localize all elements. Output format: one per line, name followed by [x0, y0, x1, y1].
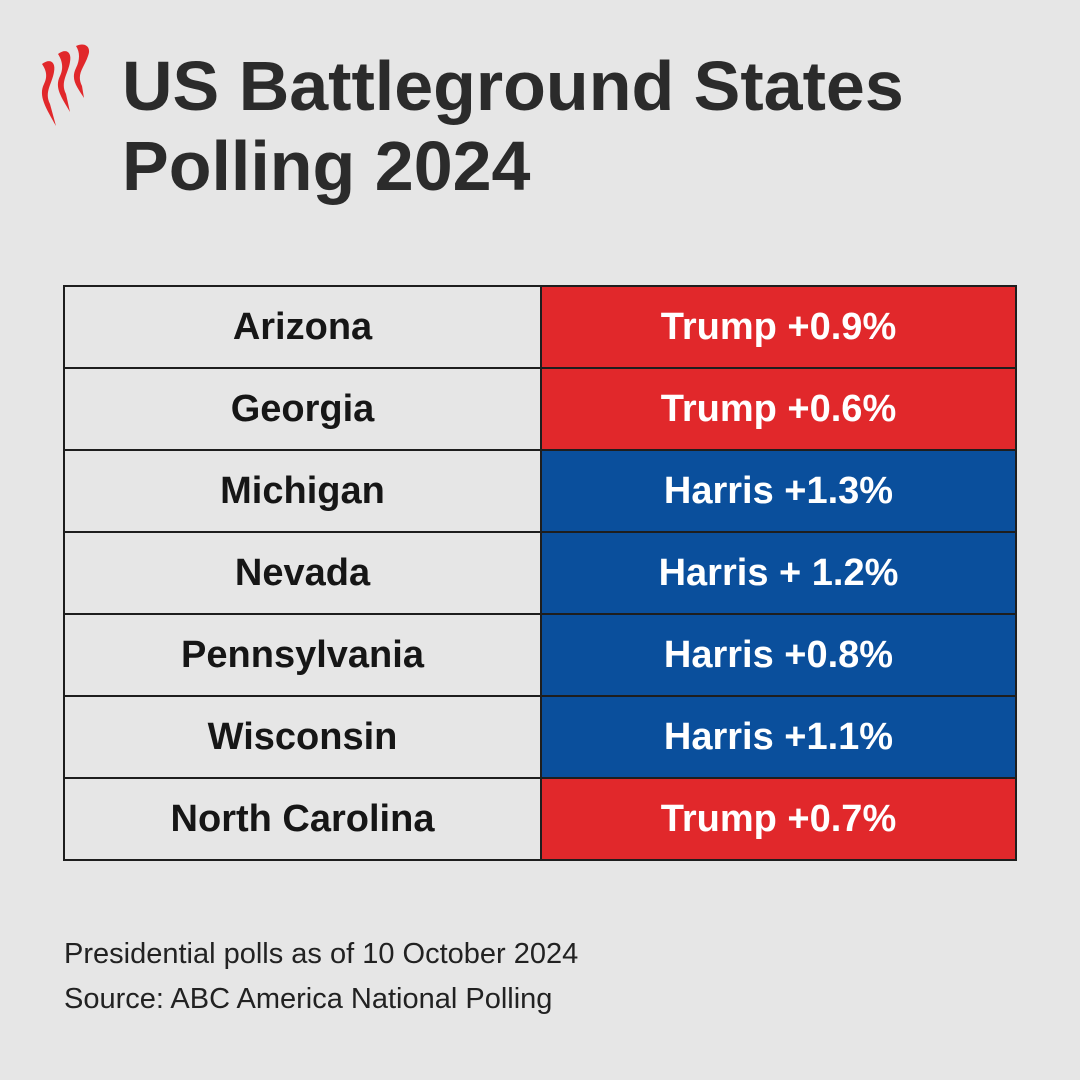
table-row: Nevada Harris + 1.2% [63, 531, 1017, 615]
state-cell: Michigan [63, 449, 542, 533]
result-cell: Harris +0.8% [540, 613, 1017, 697]
table-row: Arizona Trump +0.9% [63, 285, 1017, 369]
state-cell: Wisconsin [63, 695, 542, 779]
table-row: Wisconsin Harris +1.1% [63, 695, 1017, 779]
state-cell: North Carolina [63, 777, 542, 861]
state-cell: Georgia [63, 367, 542, 451]
result-cell: Trump +0.7% [540, 777, 1017, 861]
table-row: Michigan Harris +1.3% [63, 449, 1017, 533]
result-cell: Harris +1.3% [540, 449, 1017, 533]
result-cell: Trump +0.9% [540, 285, 1017, 369]
result-cell: Trump +0.6% [540, 367, 1017, 451]
result-cell: Harris + 1.2% [540, 531, 1017, 615]
result-cell: Harris +1.1% [540, 695, 1017, 779]
table-row: Georgia Trump +0.6% [63, 367, 1017, 451]
state-cell: Pennsylvania [63, 613, 542, 697]
state-cell: Arizona [63, 285, 542, 369]
title: US Battleground States Polling 2024 [122, 47, 904, 205]
logo [41, 44, 90, 126]
state-cell: Nevada [63, 531, 542, 615]
source: Source: ABC America National Polling [64, 983, 553, 1015]
table-row: Pennsylvania Harris +0.8% [63, 613, 1017, 697]
footnote: Presidential polls as of 10 October 2024 [64, 938, 579, 970]
polling-table: Arizona Trump +0.9% Georgia Trump +0.6% Mich… [63, 285, 1017, 861]
table-row: North Carolina Trump +0.7% [63, 777, 1017, 861]
